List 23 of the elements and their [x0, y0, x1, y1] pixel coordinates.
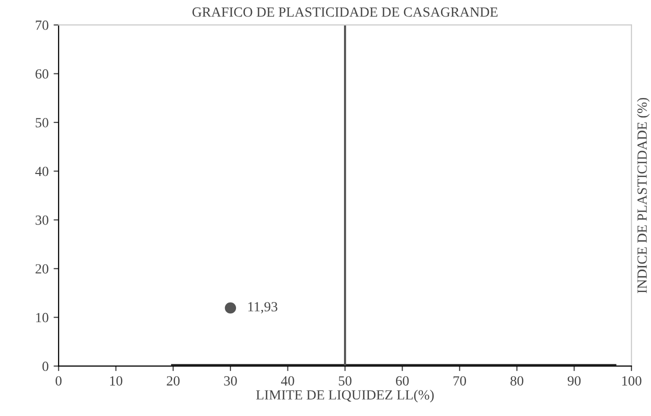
x-tick-label: 50	[338, 376, 352, 386]
y-tick-label: 70	[36, 20, 48, 30]
x-tick-label: 90	[568, 376, 581, 386]
chart-title: GRAFICO DE PLASTICIDADE DE CASAGRANDE	[192, 7, 498, 17]
x-tick-label: 0	[56, 376, 62, 386]
x-axis-title: LIMITE DE LIQUIDEZ LL(%)	[256, 390, 434, 402]
x-tick-label: 80	[510, 376, 524, 386]
y-tick-label: 50	[36, 118, 48, 128]
x-tick-label: 30	[224, 376, 237, 386]
x-tick-label: 40	[281, 376, 294, 386]
y-tick-label: 40	[35, 166, 48, 176]
y-tick-label: 30	[36, 215, 48, 225]
y-tick-label: 10	[36, 312, 48, 322]
y-tick-label: 0	[42, 362, 48, 372]
y-axis-title: INDICE DE PLASTICIDADE (%)	[637, 98, 650, 294]
y-tick-label: 20	[36, 264, 48, 274]
x-tick-label: 20	[166, 376, 180, 386]
x-tick-label: 100	[622, 376, 642, 386]
x-tick-label: 70	[454, 376, 466, 386]
x-tick-label: 10	[110, 376, 122, 386]
data-label: 11,93	[248, 302, 278, 314]
x-tick-label: 60	[396, 376, 409, 386]
y-tick-label: 60	[36, 69, 48, 79]
